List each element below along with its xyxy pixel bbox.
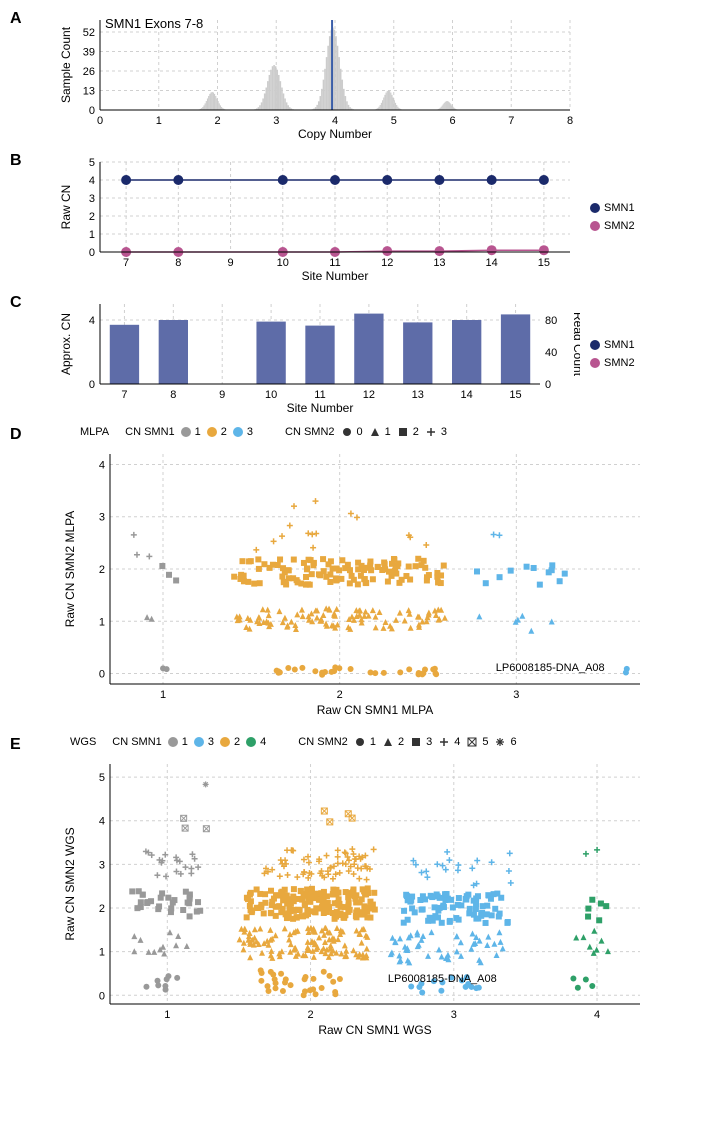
svg-text:1: 1 [99,947,105,959]
svg-text:1: 1 [160,689,166,701]
svg-text:Site Number: Site Number [287,401,354,414]
panel-d: D MLPACN SMN1123CN SMN20123 0 1 2 3 4 1 2 3 Raw … [10,426,699,724]
svg-text:13: 13 [433,257,445,269]
svg-text:15: 15 [538,257,550,269]
svg-text:2: 2 [99,564,105,576]
panel-a-label: A [10,10,22,28]
svg-text:Sample Count: Sample Count [60,26,73,103]
svg-text:14: 14 [486,257,498,269]
svg-text:2: 2 [214,115,220,127]
panel-c-svg: 0404080789101112131415Site NumberApprox.… [60,294,580,414]
svg-text:9: 9 [219,389,225,401]
panel-b-label: B [10,152,22,170]
panel-d-label: D [10,426,22,444]
svg-text:13: 13 [412,389,424,401]
svg-text:26: 26 [83,66,95,78]
svg-text:5: 5 [391,115,397,127]
svg-text:12: 12 [363,389,375,401]
svg-text:0: 0 [99,669,105,681]
svg-text:1: 1 [89,229,95,241]
svg-text:8: 8 [567,115,573,127]
svg-text:7: 7 [121,389,127,401]
svg-text:0: 0 [97,115,103,127]
svg-text:8: 8 [170,389,176,401]
svg-text:Copy Number: Copy Number [298,127,372,140]
panel-e: E WGSCN SMN11324CN SMN2123456 0 1 2 3 4 5 1 2 3 4… [10,736,699,1044]
svg-text:7: 7 [123,257,129,269]
svg-text:Raw CN SMN2 WGS: Raw CN SMN2 WGS [63,827,77,940]
svg-text:Raw CN SMN2 MLPA: Raw CN SMN2 MLPA [63,511,77,627]
svg-text:5: 5 [89,157,95,169]
svg-text:3: 3 [513,689,519,701]
svg-text:LP6008185-DNA_A08: LP6008185-DNA_A08 [496,662,605,674]
svg-text:11: 11 [329,257,340,269]
svg-text:LP6008185-DNA_A08: LP6008185-DNA_A08 [388,973,497,985]
svg-text:6: 6 [449,115,455,127]
svg-text:Raw CN SMN1 MLPA: Raw CN SMN1 MLPA [317,703,433,717]
svg-text:10: 10 [265,389,277,401]
svg-text:80: 80 [545,315,557,327]
panel-b: B 012345789101112131415Site NumberRaw CN… [10,152,699,282]
svg-text:7: 7 [508,115,514,127]
panel-d-svg: 0 1 2 3 4 1 2 3 Raw CN SMN1 MLPA Raw CN SMN2 MLPA… [60,444,660,724]
svg-text:0: 0 [99,990,105,1002]
svg-text:9: 9 [227,257,233,269]
svg-text:1: 1 [99,616,105,628]
svg-text:3: 3 [89,193,95,205]
svg-text:5: 5 [99,772,105,784]
svg-text:39: 39 [83,47,95,59]
svg-text:2: 2 [337,689,343,701]
panel-e-legend: WGSCN SMN11324CN SMN2123456 [70,736,699,748]
svg-text:0: 0 [89,247,95,259]
svg-text:10: 10 [277,257,289,269]
svg-text:4: 4 [99,816,105,828]
svg-text:3: 3 [99,512,105,524]
svg-text:Read Count: Read Count [571,312,580,377]
svg-text:1: 1 [164,1009,170,1021]
svg-text:13: 13 [83,86,95,98]
svg-text:3: 3 [273,115,279,127]
svg-text:0: 0 [545,379,551,391]
svg-text:0: 0 [89,105,95,117]
panel-e-label: E [10,736,21,754]
svg-text:2: 2 [307,1009,313,1021]
svg-text:4: 4 [99,459,105,471]
svg-text:Approx. CN: Approx. CN [60,313,73,375]
svg-text:3: 3 [99,859,105,871]
svg-text:14: 14 [461,389,473,401]
panel-c-label: C [10,294,22,312]
svg-text:Site Number: Site Number [302,269,369,282]
svg-text:2: 2 [89,211,95,223]
svg-text:8: 8 [175,257,181,269]
panel-d-legend: MLPACN SMN1123CN SMN20123 [80,426,699,438]
svg-text:0: 0 [89,379,95,391]
panel-b-legend: SMN1SMN2 [590,202,635,232]
panel-a-svg: 0 13 26 39 52 0 1 2 3 4 5 6 7 8 Copy Number Sample Coun… [60,10,580,140]
svg-text:40: 40 [545,347,557,359]
svg-text:4: 4 [89,315,95,327]
svg-text:Raw CN: Raw CN [60,185,73,230]
panel-b-svg: 012345789101112131415Site NumberRaw CN [60,152,580,282]
svg-text:12: 12 [381,257,393,269]
svg-text:1: 1 [156,115,162,127]
svg-text:3: 3 [451,1009,457,1021]
svg-text:11: 11 [314,389,325,401]
svg-text:15: 15 [509,389,521,401]
svg-text:2: 2 [99,903,105,915]
panel-e-svg: 0 1 2 3 4 5 1 2 3 4 Raw CN SMN1 WGS Raw CN SMN2 WGS… [60,754,660,1044]
svg-text:52: 52 [83,27,95,39]
svg-text:SMN1 Exons 7-8: SMN1 Exons 7-8 [105,16,203,31]
svg-text:Raw CN SMN1 WGS: Raw CN SMN1 WGS [318,1023,431,1037]
panel-c: C 0404080789101112131415Site NumberAppro… [10,294,699,414]
svg-text:4: 4 [89,175,95,187]
svg-text:4: 4 [594,1009,600,1021]
panel-a: A 0 13 26 39 52 0 1 2 3 4 5 6 7 8 Copy Number Sample Co… [10,10,699,140]
svg-text:4: 4 [332,115,338,127]
figure-container: A 013263952012345678Copy NumberSample Co… [0,0,709,1066]
panel-c-legend: SMN1SMN2 [590,339,635,369]
